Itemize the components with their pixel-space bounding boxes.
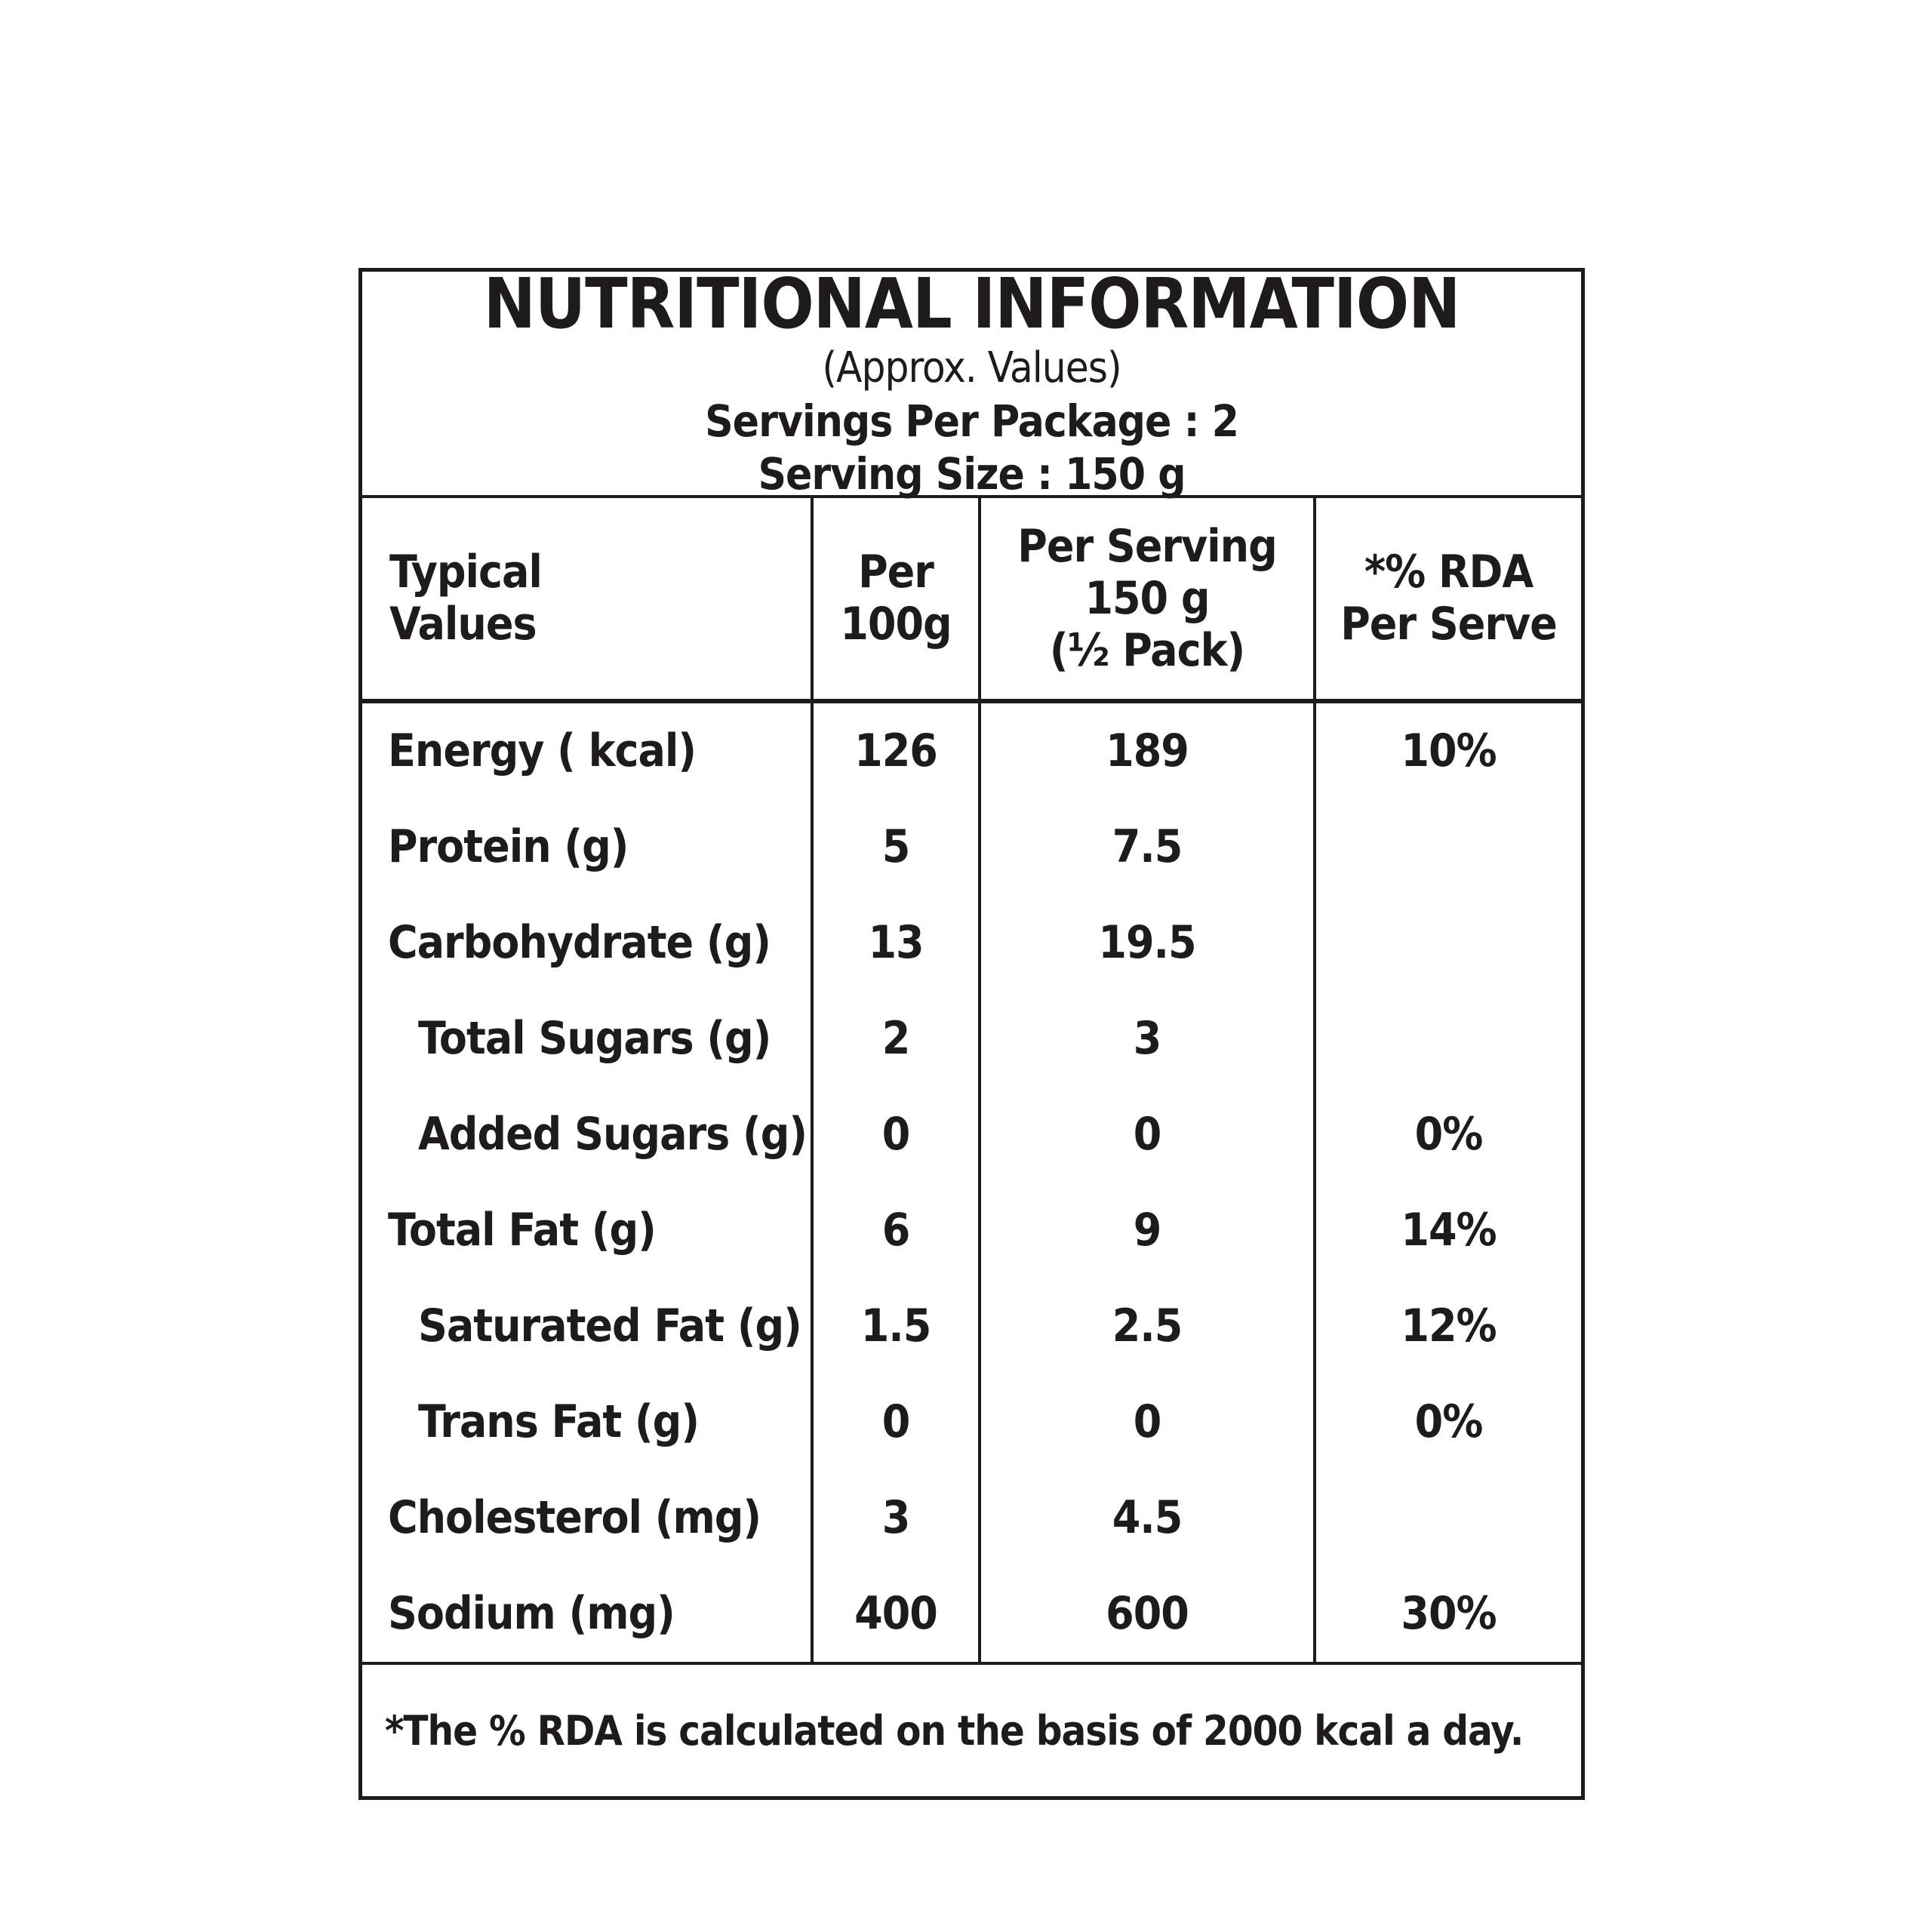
col-header-line: 150 g	[1084, 571, 1210, 625]
cell-label: Saturated Fat (g)	[362, 1278, 814, 1374]
cell-per-100g: 6	[814, 1183, 981, 1278]
cell-label: Total Fat (g)	[362, 1183, 814, 1278]
cell-rda-percent	[1316, 799, 1581, 895]
cell-per-100g: 126	[814, 703, 981, 799]
cell-per-serving: 4.5	[981, 1470, 1316, 1566]
nutrition-label: NUTRITIONAL INFORMATION (Approx. Values)…	[358, 268, 1585, 1800]
cell-per-100g: 3	[814, 1470, 981, 1566]
cell-rda-percent: 12%	[1401, 1300, 1497, 1352]
col-header-line: Per	[858, 546, 934, 598]
cell-per-100g: 5	[814, 799, 981, 895]
cell-per-serving: 2.5	[981, 1278, 1316, 1374]
cell-per-serving: 0	[981, 1087, 1316, 1183]
cell-rda-percent	[1316, 1470, 1581, 1566]
serving-size: Serving Size : 150 g	[758, 448, 1186, 500]
label-title-block: NUTRITIONAL INFORMATION (Approx. Values)…	[362, 263, 1581, 500]
col-header-line: Values	[389, 598, 537, 651]
rda-footnote: *The % RDA is calculated on the basis of…	[385, 1706, 1524, 1755]
cell-per-serving: 9	[981, 1183, 1316, 1278]
col-header-line: Typical	[389, 546, 543, 598]
col-header-line: Per Serving	[1017, 519, 1277, 573]
cell-rda-percent: 14%	[1401, 1204, 1497, 1257]
label-subtitle: (Approx. Values)	[822, 343, 1121, 392]
cell-label: Sodium (mg)	[362, 1566, 814, 1662]
cell-per-serving: 600	[981, 1566, 1316, 1662]
col-header-line: 100g	[840, 598, 952, 651]
cell-per-serving: 3	[981, 991, 1316, 1087]
col-header-per-100g: Per 100g	[814, 498, 981, 699]
cell-per-100g: 1.5	[814, 1278, 981, 1374]
cell-label: Protein (g)	[362, 799, 814, 895]
cell-per-serving: 19.5	[981, 895, 1316, 991]
label-title: NUTRITIONAL INFORMATION	[483, 263, 1461, 344]
cell-rda-percent: 10%	[1401, 724, 1497, 777]
cell-label: Trans Fat (g)	[362, 1374, 814, 1470]
column-header-row: Typical Values Per 100g Per Serving 150 …	[362, 498, 1581, 703]
cell-per-serving: 0	[981, 1374, 1316, 1470]
cell-per-100g: 0	[814, 1087, 981, 1183]
cell-rda-percent: 0%	[1414, 1108, 1484, 1161]
col-header-line: Per Serve	[1340, 598, 1558, 651]
cell-per-100g: 0	[814, 1374, 981, 1470]
col-header-line: *% RDA	[1364, 546, 1534, 598]
cell-rda-percent: 0%	[1414, 1395, 1484, 1448]
cell-per-serving: 189	[981, 703, 1316, 799]
cell-per-100g: 13	[814, 895, 981, 991]
rda-footnote-row: *The % RDA is calculated on the basis of…	[362, 1662, 1581, 1796]
cell-rda-percent	[1316, 895, 1581, 991]
cell-label: Cholesterol (mg)	[362, 1470, 814, 1566]
servings-per-package: Servings Per Package : 2	[705, 395, 1239, 447]
cell-label: Added Sugars (g)	[362, 1087, 814, 1183]
cell-rda-percent	[1316, 991, 1581, 1087]
col-header-per-serving: Per Serving 150 g (½ Pack)	[981, 498, 1316, 699]
cell-rda-percent: 30%	[1401, 1587, 1497, 1640]
cell-per-100g: 400	[814, 1566, 981, 1662]
col-header-typical-values: Typical Values	[362, 498, 814, 699]
col-header-line: (½ Pack)	[1049, 623, 1245, 677]
nutrient-table-body: Energy ( kcal) 126 189 10% Protein (g) 5…	[362, 703, 1581, 1662]
cell-label: Energy ( kcal)	[362, 703, 814, 799]
cell-label: Carbohydrate (g)	[362, 895, 814, 991]
cell-per-serving: 7.5	[981, 799, 1316, 895]
cell-per-100g: 2	[814, 991, 981, 1087]
cell-label: Total Sugars (g)	[362, 991, 814, 1087]
col-header-rda-per-serve: *% RDA Per Serve	[1316, 498, 1581, 699]
